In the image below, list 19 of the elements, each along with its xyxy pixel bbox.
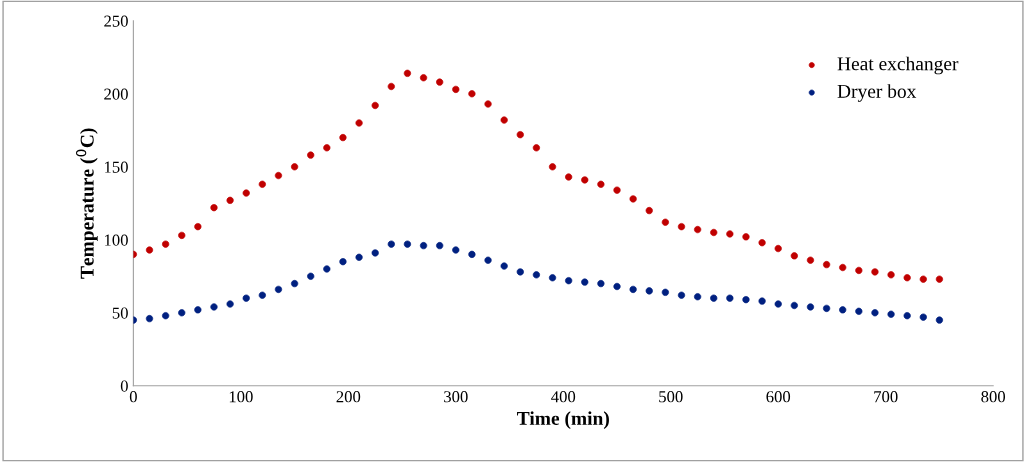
x-tick-label: 600 — [766, 391, 791, 403]
y-tick-label: 0 — [120, 380, 128, 392]
y-tick-label: 250 — [104, 15, 128, 27]
x-axis-title: Time (min) — [517, 411, 609, 429]
x-tick-label: 300 — [444, 391, 468, 403]
x-tick-label: 0 — [129, 391, 137, 403]
y-axis-title: Temperature ($^{0}$C) — [75, 128, 98, 279]
y-tick-label: 200 — [104, 88, 128, 100]
y-tick-label: 100 — [104, 234, 128, 246]
x-tick-label: 800 — [981, 391, 1006, 403]
x-tick-label: 500 — [659, 391, 683, 403]
x-tick-label: 700 — [874, 391, 898, 403]
legend-label: Dryer box — [837, 84, 917, 102]
y-tick-label: 50 — [112, 307, 128, 319]
y-tick-label: 150 — [104, 161, 128, 173]
x-tick-label: 200 — [336, 391, 361, 403]
x-tick-label: 100 — [229, 391, 253, 403]
legend-label: Heat exchanger — [837, 56, 959, 75]
x-tick-label: 400 — [551, 391, 576, 403]
